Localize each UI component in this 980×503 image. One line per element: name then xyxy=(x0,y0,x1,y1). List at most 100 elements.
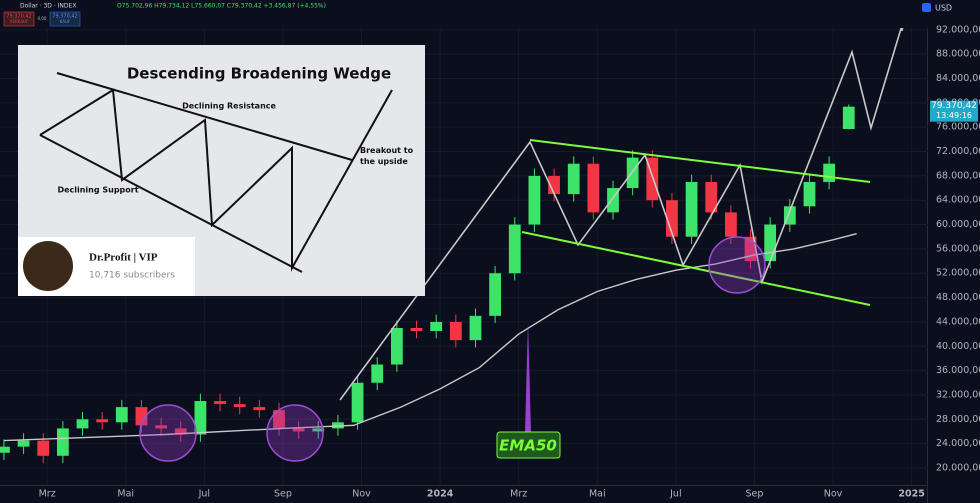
inset: Descending Broadening Wedge Declining Re… xyxy=(18,45,425,296)
sell-button[interactable] xyxy=(3,11,35,27)
support-label: Declining Support xyxy=(57,186,138,195)
breakout-box: Breakout to the upside xyxy=(360,146,414,166)
currency[interactable]: USD xyxy=(935,4,952,13)
candle-body xyxy=(76,419,89,429)
y-tick-label: 56.000,00 xyxy=(936,243,980,254)
candle-body xyxy=(56,428,69,456)
candle-body xyxy=(0,446,10,453)
candle-body xyxy=(666,200,678,237)
candle-body xyxy=(115,407,128,423)
y-tick-label: 52.000,00 xyxy=(936,268,980,279)
subscribers: 10,716 subscribers xyxy=(89,271,175,281)
x-tick-label: Sep xyxy=(746,489,764,500)
candle-body xyxy=(371,364,384,383)
spread: 0,00 xyxy=(38,16,47,21)
candle-body xyxy=(587,163,600,213)
x-tick-label: Nov xyxy=(824,489,843,500)
x-tick-label: 2024 xyxy=(427,489,454,500)
y-tick-label: 20.000,00 xyxy=(936,462,980,473)
support-line xyxy=(521,231,871,306)
highlight-circle xyxy=(708,236,766,294)
candle-body xyxy=(842,106,855,129)
inset-title: Descending Broadening Wedge xyxy=(127,65,391,83)
resistance-label: Declining Resistance xyxy=(182,102,276,111)
candle-body xyxy=(744,236,757,262)
candle-body xyxy=(685,181,698,237)
highlight-circle xyxy=(266,404,324,462)
candle-body xyxy=(135,407,148,426)
candle-body xyxy=(705,181,718,213)
candle-body xyxy=(155,425,168,429)
y-tick-label: 44.000,00 xyxy=(936,316,980,327)
buy-price: 79.370,42 xyxy=(52,14,77,20)
candle-body xyxy=(764,224,777,262)
candle-body xyxy=(508,224,521,274)
y-tick-label: 88.000,00 xyxy=(936,49,980,60)
candle-body xyxy=(607,188,619,213)
x-tick-label: Jul xyxy=(669,489,681,500)
candle-body xyxy=(351,382,364,423)
candle-body xyxy=(783,206,796,225)
ema-pointer xyxy=(525,322,531,432)
y-tick-label: 64.000,00 xyxy=(936,195,980,206)
candle-body xyxy=(174,428,187,435)
candle-body xyxy=(567,163,580,195)
y-tick-label: 28.000,00 xyxy=(936,414,980,425)
y-tick-label: 24.000,00 xyxy=(936,438,980,449)
y-tick-label: 92.000,00 xyxy=(936,24,980,35)
countdown: 13:49:16 xyxy=(936,111,972,120)
ema-label: EMA50 xyxy=(499,437,557,455)
last-price: 79.370,42 xyxy=(931,101,977,111)
drawings: EMA50 xyxy=(139,17,906,462)
ema-line xyxy=(3,232,857,442)
candle-body xyxy=(96,419,109,423)
candle-body xyxy=(233,404,246,408)
x-tick-label: Mrz xyxy=(39,489,56,500)
candle-body xyxy=(548,175,560,195)
candle-body xyxy=(469,315,482,341)
symbol: Dollar · 3D · INDEX xyxy=(20,3,76,10)
diagram-zigzag xyxy=(39,88,393,272)
top-bar xyxy=(0,0,928,28)
x-tick-label: Nov xyxy=(352,489,371,500)
diagram-line xyxy=(39,134,303,273)
y-tick-label: 60.000,00 xyxy=(936,219,980,230)
x-tick-label: Jul xyxy=(198,489,210,500)
x-tick-label: Mai xyxy=(117,489,134,500)
price-tag xyxy=(930,100,978,122)
buy-button[interactable] xyxy=(49,11,81,27)
buy-label: KAUF xyxy=(60,19,71,24)
candle-body xyxy=(253,407,266,411)
candle-body xyxy=(312,428,325,432)
y-tick-label: 84.000,00 xyxy=(936,73,980,84)
channel-name: Dr.Profit | VIP xyxy=(89,252,158,264)
diagram-line xyxy=(56,72,353,161)
y-tick-label: 68.000,00 xyxy=(936,170,980,181)
x-tick-label: Mrz xyxy=(510,489,527,500)
candle-body xyxy=(489,273,502,316)
sell-label: VERKAUF xyxy=(10,19,29,24)
zigzag xyxy=(339,21,904,401)
candle-body xyxy=(646,157,659,201)
price-axis xyxy=(928,0,980,503)
avatar xyxy=(23,241,73,291)
candle-body xyxy=(528,175,541,225)
y-tick-label: 36.000,00 xyxy=(936,365,980,376)
y-tick-label: 76.000,00 xyxy=(936,122,980,133)
currency-icon[interactable] xyxy=(922,3,931,12)
breakout-label: Breakout to the upside xyxy=(360,146,414,166)
x-tick-label: 2025 xyxy=(898,489,924,500)
highlight-circle xyxy=(139,404,197,462)
resistance-line xyxy=(529,139,871,183)
candle-body xyxy=(37,440,50,456)
candle-body xyxy=(430,321,443,332)
candle-body xyxy=(724,212,737,237)
candle-body xyxy=(214,401,226,405)
candle-body xyxy=(803,181,816,207)
ohlc: O75.702,96 H79.734,12 L75.660,07 C79.370… xyxy=(117,3,326,10)
candle-body xyxy=(194,401,207,435)
candle-body xyxy=(273,410,285,429)
y-tick-label: 40.000,00 xyxy=(936,341,980,352)
